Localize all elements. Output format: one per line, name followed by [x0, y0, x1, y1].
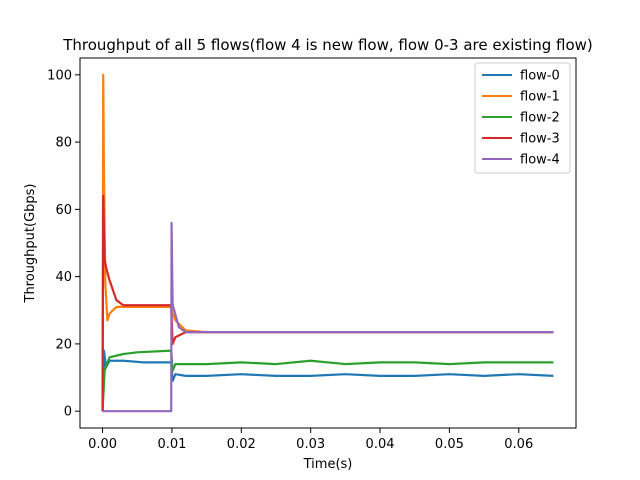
- x-tick-label: 0.01: [157, 437, 186, 452]
- legend-box: [474, 62, 571, 174]
- y-tick-label: 80: [55, 136, 72, 151]
- y-axis-ticks: 0 20 40 60 80 100: [47, 68, 80, 420]
- legend-label-flow-2: flow-2: [520, 111, 560, 126]
- plot-area: 0.00 0.01 0.02 0.03 0.04 0.05 0.06 0 20 40 60 80 10…: [47, 57, 577, 452]
- x-tick-label: 0.02: [227, 437, 256, 452]
- series-line-flow-4: [102, 221, 554, 413]
- x-axis-ticks: 0.00 0.01 0.02 0.03 0.04 0.05 0.06: [88, 428, 533, 452]
- x-tick-label: 0.04: [366, 437, 395, 452]
- y-tick-label: 0: [64, 405, 72, 420]
- y-tick-label: 40: [55, 270, 72, 285]
- series-line-flow-2: [101, 349, 554, 412]
- legend-label-flow-3: flow-3: [520, 132, 560, 147]
- y-tick-label: 20: [55, 337, 72, 352]
- plot-frame: [79, 57, 577, 429]
- y-tick-label: 100: [47, 68, 72, 83]
- legend-label-flow-4: flow-4: [520, 153, 560, 168]
- series-layer: [101, 73, 554, 413]
- series-line-flow-0: [101, 349, 554, 412]
- x-tick-label: 0.03: [296, 437, 325, 452]
- x-tick-label: 0.06: [504, 437, 533, 452]
- chart-title: Throughput of all 5 flows(flow 4 is new …: [62, 36, 593, 54]
- x-tick-label: 0.05: [435, 437, 464, 452]
- y-axis-label: Throughput(Gbps): [23, 183, 38, 303]
- legend: flow-0 flow-1 flow-2 flow-3 flow-4: [474, 62, 571, 174]
- x-tick-label: 0.00: [88, 437, 117, 452]
- legend-label-flow-0: flow-0: [520, 69, 560, 84]
- x-axis-label: Time(s): [303, 457, 353, 472]
- legend-label-flow-1: flow-1: [520, 90, 560, 105]
- y-tick-label: 60: [55, 203, 72, 218]
